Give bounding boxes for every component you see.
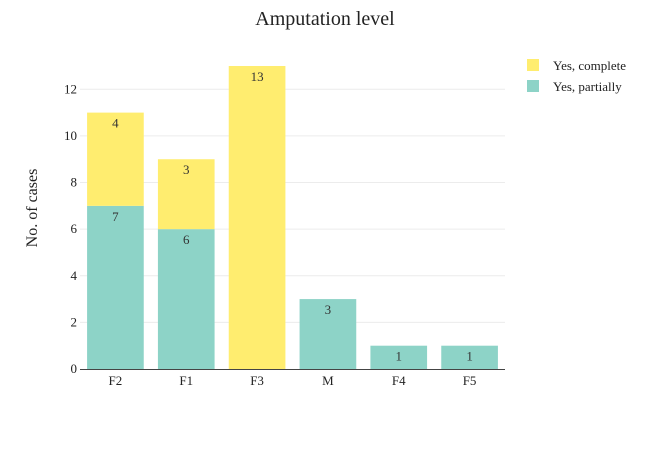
y-tick-label: 6 [71,221,78,236]
x-tick-label: F2 [109,373,123,388]
legend-swatch-yes-complete[interactable] [527,59,539,71]
bar-F1-yes-partially[interactable] [157,229,215,369]
legend-swatch-yes-partially[interactable] [527,80,539,92]
y-axis-label: No. of cases [24,169,41,248]
bar-value-label: 1 [396,349,403,364]
bar-value-label: 4 [112,116,119,131]
bar-value-label: 7 [112,209,119,224]
axes: 0 2 4 6 8 10 12 F2 F1 F3 M F4 F5 [64,81,505,388]
bar-value-label: 3 [183,162,190,177]
bar-M-yes-partially[interactable] [299,299,357,369]
bar-value-labels: 7 4 6 3 13 3 1 1 [112,69,473,364]
x-tick-label: F3 [250,373,264,388]
chart-title: Amputation level [255,8,395,30]
bar-value-label: 3 [325,302,332,317]
legend-label-yes-partially[interactable]: Yes, partially [553,79,622,94]
bar-F2-yes-complete[interactable] [87,112,144,206]
legend[interactable]: Yes, complete Yes, partially [527,58,626,94]
y-tick-label: 2 [71,314,78,329]
bar-F5-yes-partially[interactable] [441,345,498,369]
y-tick-label: 4 [71,268,78,283]
bars [87,66,498,369]
y-tick-label: 12 [64,81,77,96]
bar-value-label: 1 [466,349,473,364]
x-tick-label: F5 [463,373,477,388]
bar-F1-yes-complete[interactable] [157,159,215,230]
x-tick-label: M [322,373,334,388]
bar-value-label: 13 [251,69,264,84]
gridlines [80,88,505,323]
y-tick-label: 0 [71,361,78,376]
bar-F3-yes-complete[interactable] [228,66,286,369]
y-tick-label: 8 [71,175,78,190]
bar-value-label: 6 [183,232,190,247]
x-tick-label: F4 [392,373,406,388]
y-tick-label: 10 [64,128,77,143]
legend-label-yes-complete[interactable]: Yes, complete [553,58,626,73]
x-tick-label: F1 [179,373,193,388]
bar-F2-yes-partially[interactable] [87,205,144,369]
bar-F4-yes-partially[interactable] [370,345,428,369]
